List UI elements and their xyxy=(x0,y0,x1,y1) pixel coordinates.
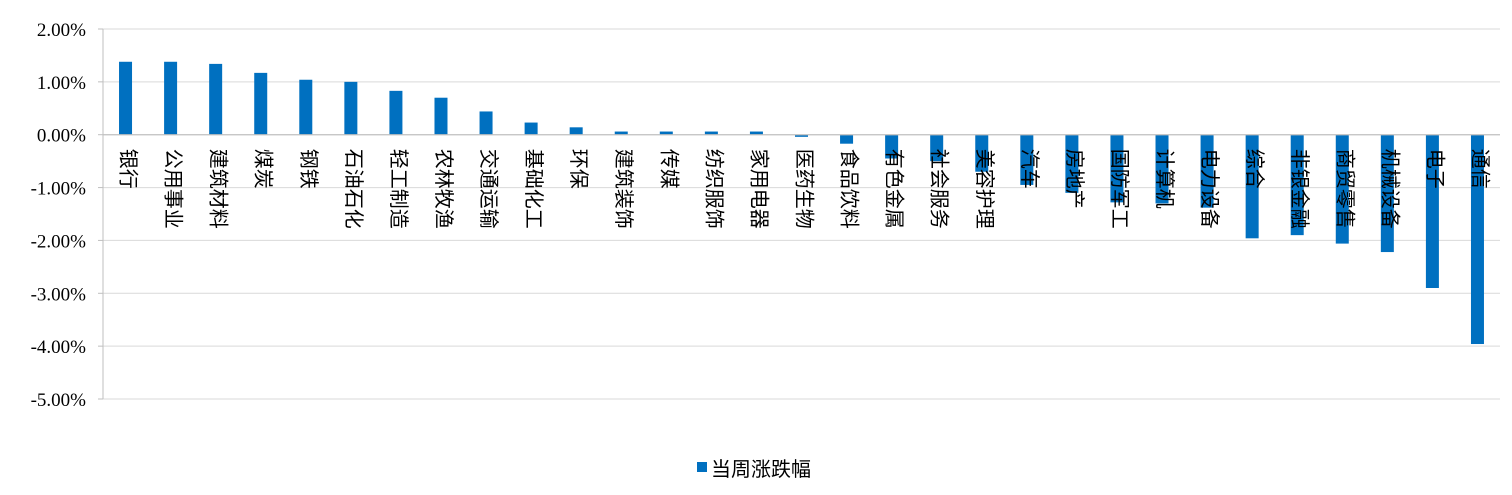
x-category-label: 医药生物 xyxy=(793,149,817,229)
legend-swatch xyxy=(697,462,707,472)
bar xyxy=(479,111,493,135)
gridlines xyxy=(103,28,1500,400)
x-category-label: 基础化工 xyxy=(522,149,546,229)
bar xyxy=(1335,134,1349,244)
bar xyxy=(524,122,538,135)
bar xyxy=(1245,134,1259,239)
x-category-label: 建筑材料 xyxy=(207,149,231,229)
x-category-label: 家用电器 xyxy=(747,149,771,229)
x-category-label: 社会服务 xyxy=(928,149,952,229)
x-category-label: 轻工制造 xyxy=(387,149,411,229)
x-category-label: 电力设备 xyxy=(1198,149,1222,229)
bar xyxy=(344,81,358,135)
bar xyxy=(659,131,673,135)
y-tick-label: 1.00% xyxy=(37,73,86,94)
x-category-label: 非银金融 xyxy=(1288,149,1312,229)
bar xyxy=(885,134,899,159)
bar xyxy=(209,63,223,135)
x-category-label: 美容护理 xyxy=(973,149,997,229)
x-category-label: 传媒 xyxy=(657,149,681,189)
x-category-label: 环保 xyxy=(567,149,591,189)
bar xyxy=(1020,134,1034,185)
bar xyxy=(1380,134,1394,253)
y-tick-label: 0.00% xyxy=(37,126,86,147)
y-tick-label: -1.00% xyxy=(31,179,87,200)
x-category-label: 建筑装饰 xyxy=(612,149,636,229)
bar xyxy=(1470,134,1484,345)
x-category-label: 汽车 xyxy=(1018,149,1042,189)
x-category-label: 电子 xyxy=(1423,149,1447,189)
bar xyxy=(1290,134,1304,236)
bar xyxy=(1155,134,1169,204)
bar xyxy=(930,134,944,162)
y-tick-label: -5.00% xyxy=(31,390,87,411)
bar xyxy=(1200,134,1214,208)
x-category-label: 煤炭 xyxy=(252,149,276,189)
y-axis-ticks: 2.00% 1.00% 0.00% -1.00% -2.00% -3.00% -4.00% -… xyxy=(31,20,103,411)
bar xyxy=(749,131,763,135)
y-tick-label: 2.00% xyxy=(37,20,86,41)
x-category-label: 食品饮料 xyxy=(838,149,862,229)
x-category-label: 国防军工 xyxy=(1108,149,1132,229)
bar xyxy=(164,61,178,135)
bar xyxy=(840,134,854,144)
x-category-label: 综合 xyxy=(1243,149,1267,189)
y-tick-label: -2.00% xyxy=(31,231,87,252)
x-category-label: 石油石化 xyxy=(342,149,366,229)
bar xyxy=(1065,134,1079,193)
bar xyxy=(389,90,403,135)
legend-label: 当周涨跌幅 xyxy=(711,457,811,481)
bar xyxy=(1110,134,1124,203)
bar xyxy=(614,131,628,135)
x-category-label: 有色金属 xyxy=(883,149,907,229)
x-category-label: 交通运输 xyxy=(477,149,501,229)
x-category-label: 银行 xyxy=(117,149,141,189)
bar xyxy=(254,72,268,135)
x-category-label: 纺织服饰 xyxy=(702,149,726,229)
y-tick-label: -3.00% xyxy=(31,284,87,305)
bar xyxy=(1425,134,1439,288)
x-category-label: 房地产 xyxy=(1063,149,1087,209)
bar xyxy=(299,79,313,135)
x-category-label: 通信 xyxy=(1468,149,1492,189)
x-category-label: 机械设备 xyxy=(1378,149,1402,229)
x-category-label: 公用事业 xyxy=(162,149,186,229)
y-tick-label: -4.00% xyxy=(31,337,87,358)
bar-series xyxy=(119,61,1484,345)
bar xyxy=(569,127,583,135)
category-labels: 银行 公用事业 建筑材料 煤炭 钢铁 石油石化 轻工制造 农林牧渔 交通运输 基础化工 环保 建筑装饰… xyxy=(117,149,1493,229)
bar xyxy=(795,134,808,137)
bar xyxy=(704,131,718,135)
x-category-label: 计算机 xyxy=(1153,149,1177,209)
bar xyxy=(119,61,133,135)
x-category-label: 农林牧渔 xyxy=(432,149,456,229)
legend: 当周涨跌幅 xyxy=(697,457,811,481)
bar xyxy=(975,134,989,172)
bar xyxy=(434,97,448,135)
x-category-label: 钢铁 xyxy=(297,149,321,189)
x-category-label: 商贸零售 xyxy=(1333,149,1357,229)
